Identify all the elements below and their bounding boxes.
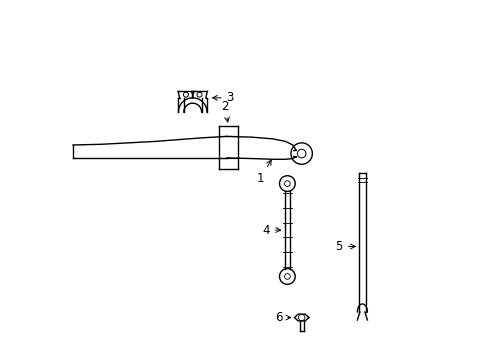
Text: 6: 6	[274, 311, 290, 324]
Text: 4: 4	[262, 224, 280, 237]
Text: 5: 5	[335, 240, 355, 253]
Text: 1: 1	[257, 160, 271, 185]
Text: 3: 3	[212, 91, 234, 104]
Text: 2: 2	[221, 100, 229, 122]
